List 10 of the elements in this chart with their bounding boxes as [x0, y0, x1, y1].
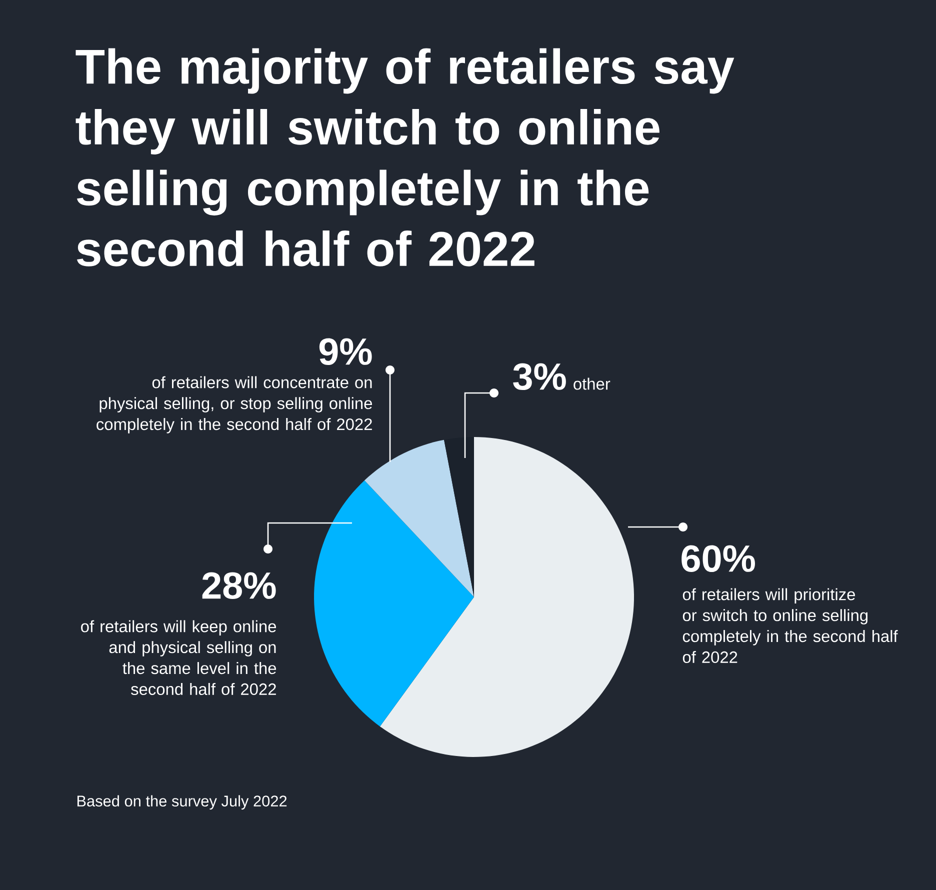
slice-label: of retailers will keep online and physical selling on the same level in the second half of 2022 — [81, 620, 276, 696]
data-label: 9% — [319, 338, 372, 366]
chart-title: The majority of retailers say they will switch to online selling completely in the second half of 2022 — [76, 48, 734, 266]
slice-label: of retailers will prioritize or switch to online selling completely in the second half of 2022 — [682, 588, 898, 664]
text: Based on the survey July 2022 — [77, 795, 287, 810]
slice-label: of retailers will concentrate on physical selling, or stop selling online completely in the second half of 2022 — [96, 376, 372, 434]
data-label: 60% — [682, 545, 755, 572]
data-label: 3% — [513, 363, 566, 390]
slice-label: other — [574, 378, 610, 390]
data-label: 28% — [202, 572, 276, 600]
